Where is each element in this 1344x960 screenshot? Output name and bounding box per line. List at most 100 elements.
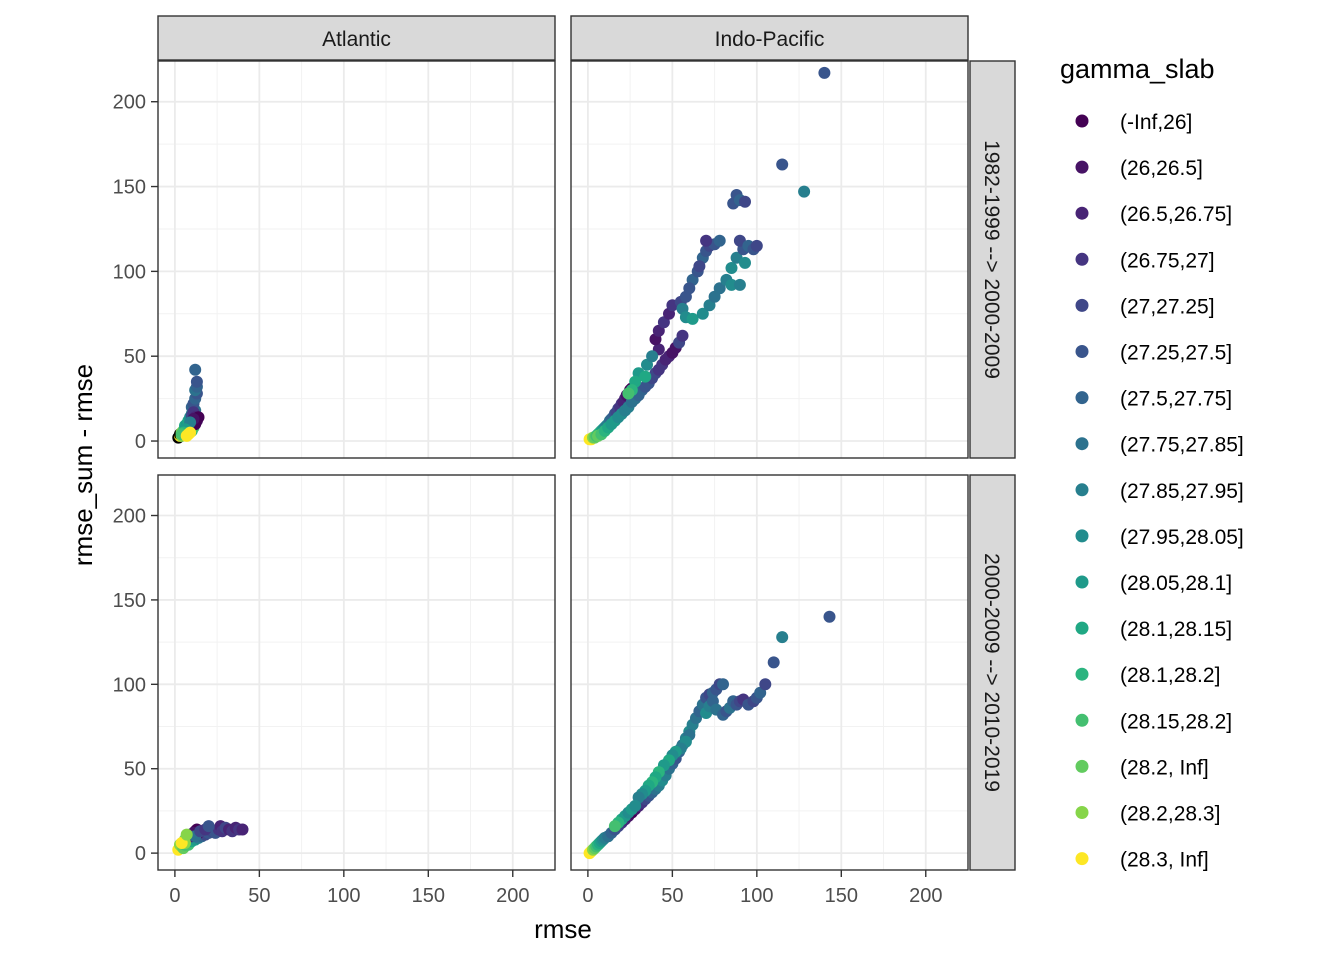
- column-strip-label: Atlantic: [322, 28, 391, 51]
- y-tick-label: 200: [113, 92, 146, 114]
- legend-item: (28.1,28.2]: [1075, 664, 1220, 687]
- column-strip-label: Indo-Pacific: [715, 28, 825, 51]
- legend-item: (28.3, Inf]: [1075, 849, 1209, 872]
- legend-key: [1075, 298, 1089, 312]
- legend-label: (28.05,28.1]: [1120, 572, 1232, 595]
- legend-key: [1075, 160, 1089, 174]
- legend-item: (28.2,28.3]: [1075, 803, 1220, 826]
- data-point: [759, 678, 772, 691]
- data-point: [776, 158, 789, 171]
- series-points-1-0: [172, 820, 249, 856]
- data-point: [629, 799, 642, 812]
- data-point: [739, 256, 751, 269]
- data-point: [739, 195, 751, 208]
- legend-item: (26.75,27]: [1075, 249, 1215, 272]
- y-tick-label: 50: [124, 759, 146, 781]
- y-tick-label: 150: [113, 177, 146, 199]
- data-point: [190, 375, 203, 388]
- data-point: [686, 312, 699, 325]
- legend-item: (27.5,27.75]: [1075, 388, 1232, 411]
- x-tick-label: 150: [412, 885, 445, 907]
- legend-item: (-Inf,26]: [1075, 111, 1192, 134]
- data-point: [189, 363, 202, 376]
- legend-item: (28.2, Inf]: [1075, 756, 1209, 779]
- data-point: [700, 234, 713, 247]
- panel-background: [158, 61, 555, 458]
- legend-key: [1075, 667, 1089, 681]
- legend-key: [1075, 483, 1089, 497]
- data-point: [717, 678, 729, 691]
- legend-key: [1075, 114, 1089, 128]
- legend-label: (27.25,27.5]: [1120, 342, 1232, 365]
- legend-item: (28.1,28.15]: [1075, 618, 1232, 641]
- y-tick-label: 200: [113, 506, 146, 528]
- x-tick-label: 200: [909, 885, 942, 907]
- legend-key: [1075, 206, 1089, 220]
- data-point: [180, 429, 193, 442]
- axis-labels: Atlantic Indo-Pacific 1982-1999 --> 2000-2…: [113, 15, 1016, 907]
- x-tick-label: 100: [740, 885, 773, 907]
- legend-label: (27.5,27.75]: [1120, 388, 1232, 411]
- legend-item: (26.5,26.75]: [1075, 203, 1232, 226]
- legend-item: (26,26.5]: [1075, 157, 1203, 180]
- facet-panels: [157, 60, 969, 871]
- data-point: [683, 282, 696, 295]
- x-axis-title: rmse: [534, 914, 592, 944]
- legend-label: (28.2,28.3]: [1120, 803, 1220, 826]
- data-point: [608, 820, 621, 833]
- row-strip: [969, 60, 1016, 459]
- legend-item: (28.15,28.2]: [1075, 710, 1232, 733]
- row-strip: [969, 474, 1016, 871]
- legend-label: (27,27.25]: [1120, 295, 1215, 318]
- legend-key: [1075, 852, 1089, 866]
- legend-key: [1075, 713, 1089, 727]
- legend-item: (28.05,28.1]: [1075, 572, 1232, 595]
- data-point: [798, 185, 811, 198]
- data-point: [236, 823, 249, 836]
- legend-key: [1075, 529, 1089, 543]
- legend-label: (27.85,27.95]: [1120, 480, 1244, 503]
- panel-background: [158, 475, 555, 870]
- legend-label: (28.1,28.2]: [1120, 664, 1220, 687]
- legend-label: (26.5,26.75]: [1120, 203, 1232, 226]
- y-tick-label: 100: [113, 674, 146, 696]
- panel-border: [157, 60, 556, 459]
- legend-label: (26,26.5]: [1120, 157, 1203, 180]
- data-point: [693, 260, 706, 273]
- legend-items: (-Inf,26] (26,26.5] (26.5,26.75] (26.75,27]…: [1075, 111, 1244, 872]
- y-tick-label: 0: [135, 431, 146, 453]
- legend-key: [1075, 759, 1089, 773]
- series-points-0-0: [172, 363, 205, 444]
- legend-label: (28.15,28.2]: [1120, 710, 1232, 733]
- panel-border: [157, 474, 556, 871]
- x-tick-label: 0: [169, 885, 180, 907]
- legend-key: [1075, 391, 1089, 405]
- legend-key: [1075, 437, 1089, 451]
- data-point: [818, 66, 831, 79]
- x-tick-label: 0: [582, 885, 593, 907]
- legend-key: [1075, 806, 1089, 819]
- x-tick-label: 50: [248, 885, 270, 907]
- row-strip-label: 1982-1999 --> 2000-2009: [980, 140, 1003, 379]
- column-strip: [157, 15, 556, 61]
- data-point: [725, 262, 738, 274]
- y-axis-title: rmse_sum - rmse: [68, 364, 98, 566]
- legend-label: (27.75,27.85]: [1120, 434, 1244, 457]
- legend-item: (27.95,28.05]: [1075, 526, 1244, 549]
- legend-label: (-Inf,26]: [1120, 111, 1192, 134]
- data-point: [767, 656, 780, 669]
- data-point: [676, 329, 689, 342]
- legend-item: (27.75,27.85]: [1075, 434, 1244, 457]
- series-points-0-1: [583, 66, 831, 446]
- data-point: [823, 610, 836, 623]
- y-tick-label: 150: [113, 590, 146, 612]
- data-point: [713, 282, 726, 295]
- legend-label: (27.95,28.05]: [1120, 526, 1244, 549]
- x-tick-label: 200: [496, 885, 529, 907]
- x-tick-label: 50: [661, 885, 683, 907]
- data-point: [750, 239, 763, 252]
- y-tick-label: 100: [113, 261, 146, 283]
- legend-key: [1075, 345, 1089, 358]
- legend-label: (26.75,27]: [1120, 249, 1215, 272]
